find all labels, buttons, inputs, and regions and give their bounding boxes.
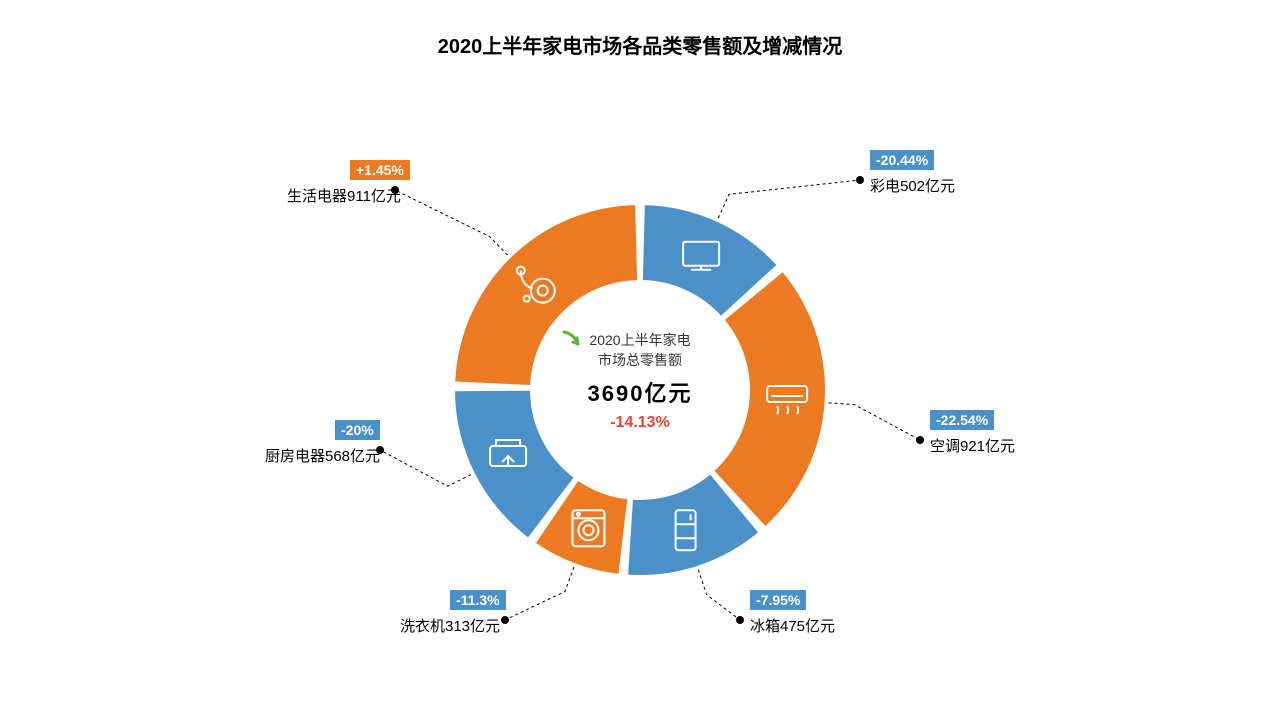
leader-washer xyxy=(505,567,574,620)
pct-badge-washer: -11.3% xyxy=(450,590,506,610)
pct-badge-ac: -22.54% xyxy=(930,410,994,430)
center-total-value: 3690 xyxy=(588,381,645,406)
label-ac: 空调921亿元 xyxy=(930,435,1015,456)
center-line1: 2020上半年家电 xyxy=(560,330,720,350)
pct-badge-tv: -20.44% xyxy=(870,150,934,170)
label-tv: 彩电502亿元 xyxy=(870,175,955,196)
label-washer: 洗衣机313亿元 xyxy=(400,615,500,636)
leader-dot-washer xyxy=(501,616,509,624)
pct-badge-kitchen: -20% xyxy=(335,420,380,440)
down-arrow-icon xyxy=(560,330,582,348)
pct-badge-fridge: -7.95% xyxy=(750,590,806,610)
center-pct: -14.13% xyxy=(560,414,720,432)
center-block: 2020上半年家电 市场总零售额 3690亿元 -14.13% xyxy=(560,330,720,432)
leader-dot-tv xyxy=(856,176,864,184)
center-pct-text: -14.13% xyxy=(610,414,670,432)
label-fridge: 冰箱475亿元 xyxy=(750,615,835,636)
leader-tv xyxy=(718,180,860,218)
leader-kitchen xyxy=(380,450,471,486)
leader-dot-fridge xyxy=(736,616,744,624)
leader-life xyxy=(395,190,508,255)
label-kitchen: 厨房电器568亿元 xyxy=(265,445,380,466)
leader-dot-ac xyxy=(916,436,924,444)
slice-ac xyxy=(715,272,825,526)
center-line2: 市场总零售额 xyxy=(560,350,720,370)
label-life: 生活电器911亿元 xyxy=(287,185,401,206)
leader-fridge xyxy=(698,570,740,620)
leader-ac xyxy=(829,403,920,440)
center-total: 3690亿元 xyxy=(560,376,720,408)
center-total-unit: 亿元 xyxy=(644,381,692,406)
pct-badge-life: +1.45% xyxy=(350,160,410,180)
